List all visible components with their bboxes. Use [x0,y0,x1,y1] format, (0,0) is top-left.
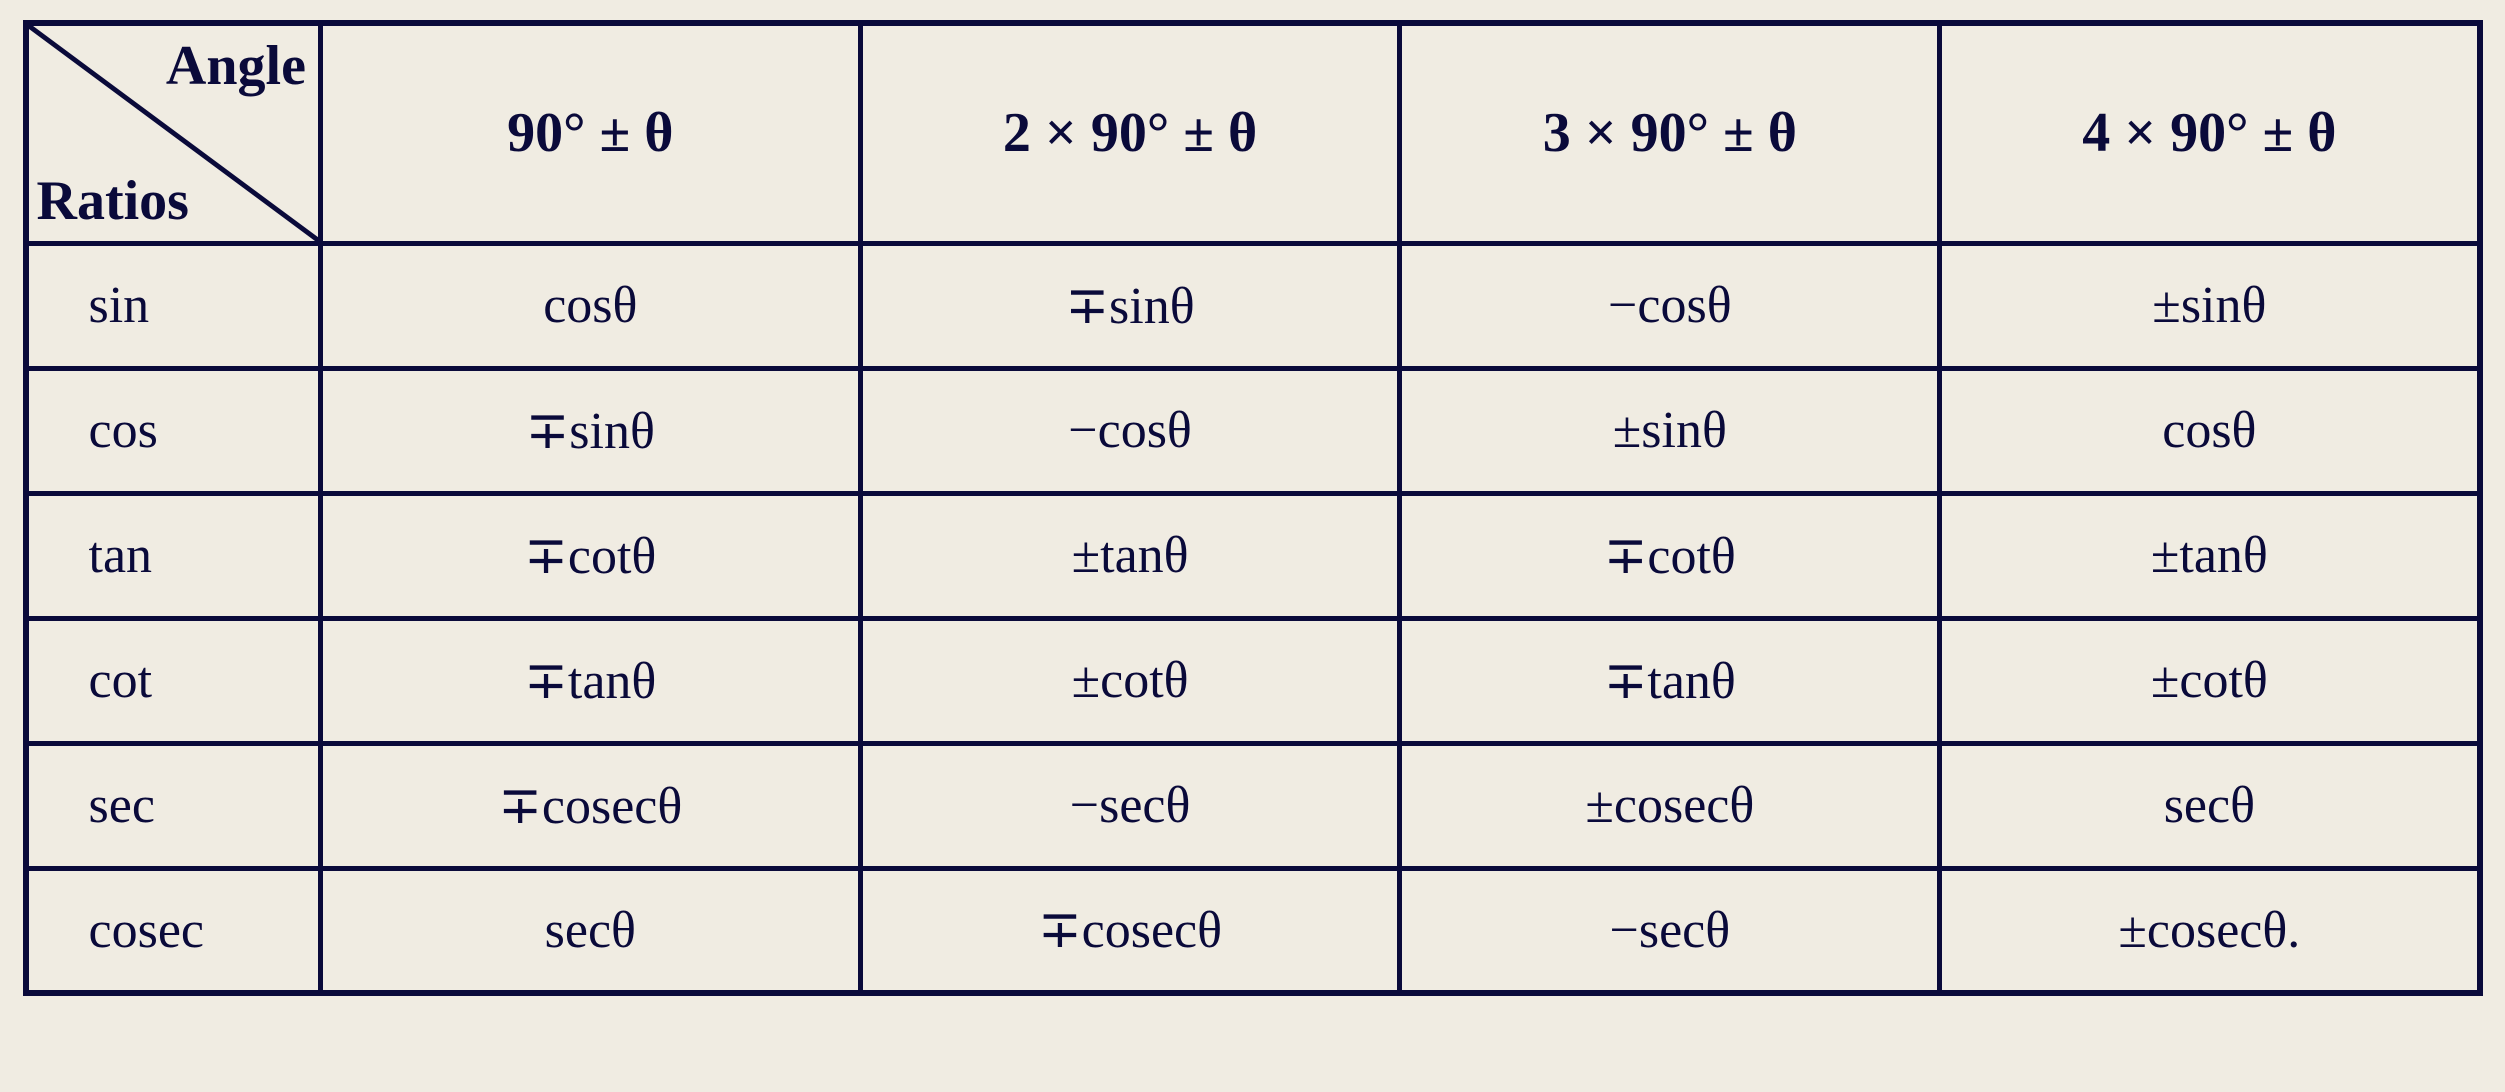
table-cell: secθ [1940,743,2480,868]
table-cell: ±sinθ [1940,243,2480,368]
table-cell: ∓cotθ [1400,493,1940,618]
table-cell: ∓cosecθ [320,743,860,868]
ratio-label: cos [26,368,321,493]
table-row: sec ∓cosecθ −secθ ±cosecθ secθ [26,743,2480,868]
table-row: cosec secθ ∓cosecθ −secθ ±cosecθ. [26,868,2480,993]
corner-top-label: Angle [166,34,306,98]
table-cell: ±tanθ [860,493,1400,618]
col-header-1: 90° ± θ [320,23,860,243]
ratio-label: sec [26,743,321,868]
table-cell: −cosθ [1400,243,1940,368]
header-row: Angle Ratios 90° ± θ 2 × 90° ± θ 3 × 90°… [26,23,2480,243]
corner-header-cell: Angle Ratios [26,23,321,243]
table-container: Angle Ratios 90° ± θ 2 × 90° ± θ 3 × 90°… [20,20,2485,1072]
table-cell: cosθ [320,243,860,368]
col-header-2: 2 × 90° ± θ [860,23,1400,243]
ratio-label: cosec [26,868,321,993]
table-cell: ∓cosecθ [860,868,1400,993]
ratio-label: cot [26,618,321,743]
ratio-label: sin [26,243,321,368]
table-cell: −secθ [1400,868,1940,993]
col-header-4: 4 × 90° ± θ [1940,23,2480,243]
table-cell: ∓cotθ [320,493,860,618]
table-cell: ±cotθ [1940,618,2480,743]
table-cell: ∓tanθ [1400,618,1940,743]
trig-ratio-table: Angle Ratios 90° ± θ 2 × 90° ± θ 3 × 90°… [23,20,2483,996]
table-cell: −secθ [860,743,1400,868]
table-cell: ±tanθ [1940,493,2480,618]
table-cell: −cosθ [860,368,1400,493]
table-body: sin cosθ ∓sinθ −cosθ ±sinθ cos ∓sinθ −co… [26,243,2480,993]
table-row: sin cosθ ∓sinθ −cosθ ±sinθ [26,243,2480,368]
col-header-3: 3 × 90° ± θ [1400,23,1940,243]
table-cell: ±cosecθ. [1940,868,2480,993]
corner-bottom-label: Ratios [37,169,189,233]
table-row: cot ∓tanθ ±cotθ ∓tanθ ±cotθ [26,618,2480,743]
table-cell: ∓tanθ [320,618,860,743]
ratio-label: tan [26,493,321,618]
table-cell: ±sinθ [1400,368,1940,493]
table-cell: ∓sinθ [320,368,860,493]
table-row: tan ∓cotθ ±tanθ ∓cotθ ±tanθ [26,493,2480,618]
table-cell: ±cosecθ [1400,743,1940,868]
table-cell: ±cotθ [860,618,1400,743]
table-cell: cosθ [1940,368,2480,493]
table-cell: secθ [320,868,860,993]
table-row: cos ∓sinθ −cosθ ±sinθ cosθ [26,368,2480,493]
table-cell: ∓sinθ [860,243,1400,368]
